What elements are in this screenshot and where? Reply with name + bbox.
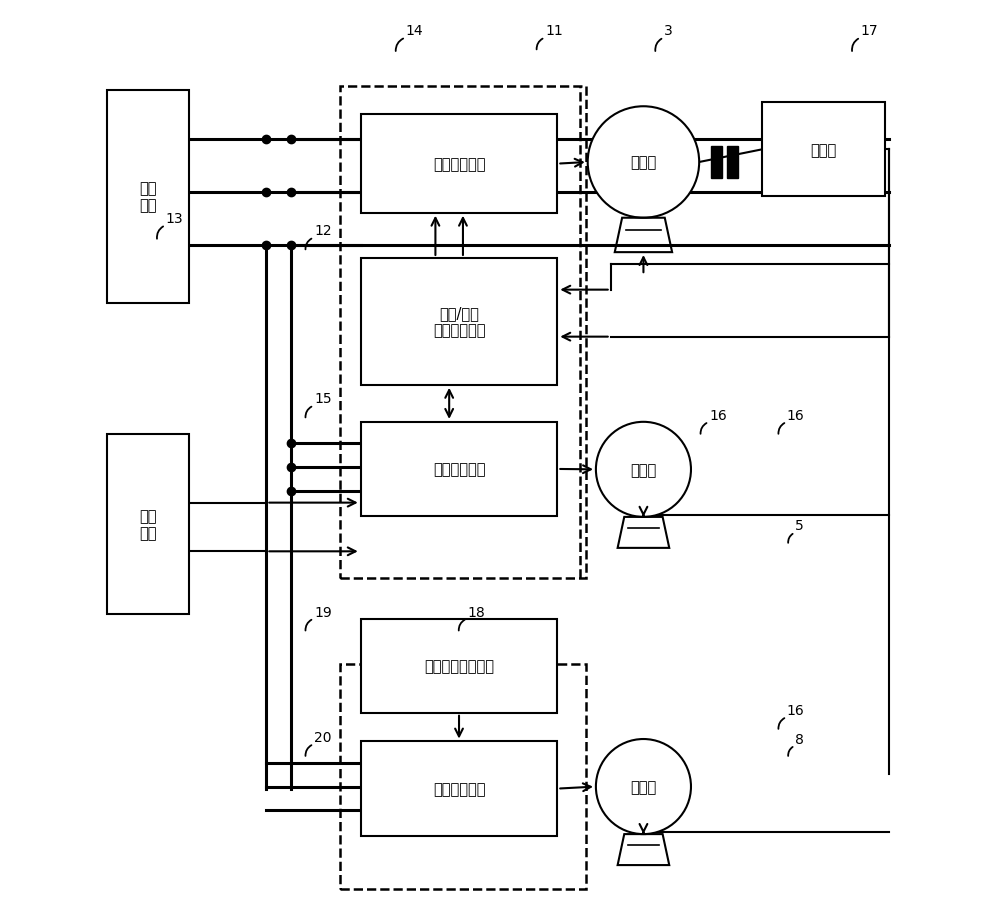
Text: 电动机: 电动机: [630, 155, 657, 170]
Text: 电动机: 电动机: [630, 779, 657, 794]
Text: 8: 8: [795, 732, 804, 746]
Text: 13: 13: [166, 212, 183, 226]
Bar: [361, 422, 557, 517]
Text: 11: 11: [545, 24, 563, 39]
Bar: [107, 91, 189, 304]
Bar: [711, 147, 722, 179]
Text: 5: 5: [795, 519, 804, 533]
Text: 14: 14: [406, 24, 423, 39]
Bar: [361, 741, 557, 836]
Text: 17: 17: [861, 24, 878, 39]
Text: 3: 3: [664, 24, 673, 39]
Text: 编码器: 编码器: [811, 143, 837, 158]
Text: 电动机: 电动机: [630, 463, 657, 477]
Bar: [727, 147, 738, 179]
Circle shape: [596, 740, 691, 834]
Bar: [107, 435, 189, 615]
Text: 16: 16: [787, 409, 805, 422]
Text: 16: 16: [709, 409, 727, 422]
Text: 三相
电源: 三相 电源: [139, 181, 156, 214]
Text: 15: 15: [314, 392, 332, 406]
Bar: [361, 619, 557, 713]
Text: 19: 19: [314, 605, 332, 619]
Bar: [361, 259, 557, 385]
Bar: [340, 664, 586, 889]
Text: 行驶逆变器控制部: 行驶逆变器控制部: [424, 658, 494, 674]
Text: 横走用逆变器: 横走用逆变器: [433, 462, 485, 477]
Text: 提升/横走
逆变器控制部: 提升/横走 逆变器控制部: [433, 306, 485, 338]
Circle shape: [588, 107, 699, 218]
Text: 输入
装置: 输入 装置: [139, 509, 156, 541]
Text: 12: 12: [314, 224, 332, 238]
Bar: [340, 87, 586, 578]
Text: 18: 18: [467, 605, 485, 619]
Text: 20: 20: [314, 730, 331, 744]
Bar: [361, 115, 557, 214]
Circle shape: [596, 422, 691, 518]
Text: 提升用逆变器: 提升用逆变器: [433, 157, 485, 172]
Text: 16: 16: [787, 703, 805, 717]
Bar: [762, 103, 885, 198]
Text: 行驶用逆变器: 行驶用逆变器: [433, 781, 485, 796]
